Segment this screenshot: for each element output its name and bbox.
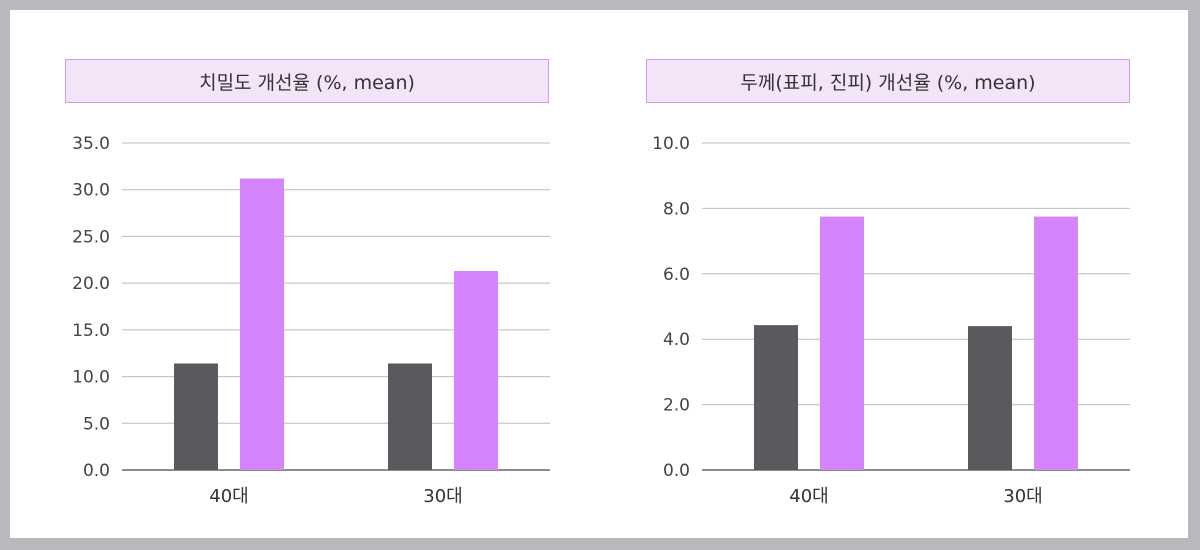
y-tick-label: 25.0 xyxy=(72,227,110,247)
y-tick-label: 4.0 xyxy=(663,330,690,350)
y-tick-label: 2.0 xyxy=(663,396,690,416)
bar xyxy=(820,216,864,470)
y-tick-label: 10.0 xyxy=(652,134,690,154)
y-tick-label: 20.0 xyxy=(72,274,110,294)
y-tick-label: 5.0 xyxy=(83,414,110,434)
x-category-label: 40대 xyxy=(789,486,828,507)
x-category-label: 30대 xyxy=(423,486,462,507)
y-tick-label: 35.0 xyxy=(72,134,110,154)
bar xyxy=(174,363,218,470)
x-category-label: 30대 xyxy=(1003,486,1042,507)
bar xyxy=(1034,216,1078,470)
bar xyxy=(388,363,432,470)
y-tick-label: 30.0 xyxy=(72,181,110,201)
bar xyxy=(454,270,498,470)
y-tick-label: 0.0 xyxy=(83,461,110,481)
bar xyxy=(240,178,284,470)
bar xyxy=(754,325,798,470)
y-tick-label: 6.0 xyxy=(663,265,690,285)
density-bar-chart: 0.0 5.0 10.0 15.0 20.0 25.0 30.0 35.0 40대 30대 xyxy=(72,134,550,507)
chart-title: 치밀도 개선율 (%, mean) xyxy=(65,59,549,103)
y-tick-label: 0.0 xyxy=(663,461,690,481)
thickness-bar-chart: 0.0 2.0 4.0 6.0 8.0 10.0 40대 30대 xyxy=(652,134,1130,507)
chart-title: 두께(표피, 진피) 개선율 (%, mean) xyxy=(646,59,1130,103)
thickness-chart-panel: 두께(표피, 진피) 개선율 (%, mean) 0.0 2.0 4.0 6.0 8.0… xyxy=(590,10,1150,538)
y-tick-label: 10.0 xyxy=(72,368,110,388)
chart-frame: 치밀도 개선율 (%, mean) 0.0 5.0 10.0 15.0 20.0 25.0… xyxy=(10,10,1188,538)
bar xyxy=(968,326,1012,470)
y-tick-label: 8.0 xyxy=(663,199,690,219)
density-chart-panel: 치밀도 개선율 (%, mean) 0.0 5.0 10.0 15.0 20.0 25.0… xyxy=(10,10,570,538)
y-tick-label: 15.0 xyxy=(72,321,110,341)
x-category-label: 40대 xyxy=(209,486,248,507)
